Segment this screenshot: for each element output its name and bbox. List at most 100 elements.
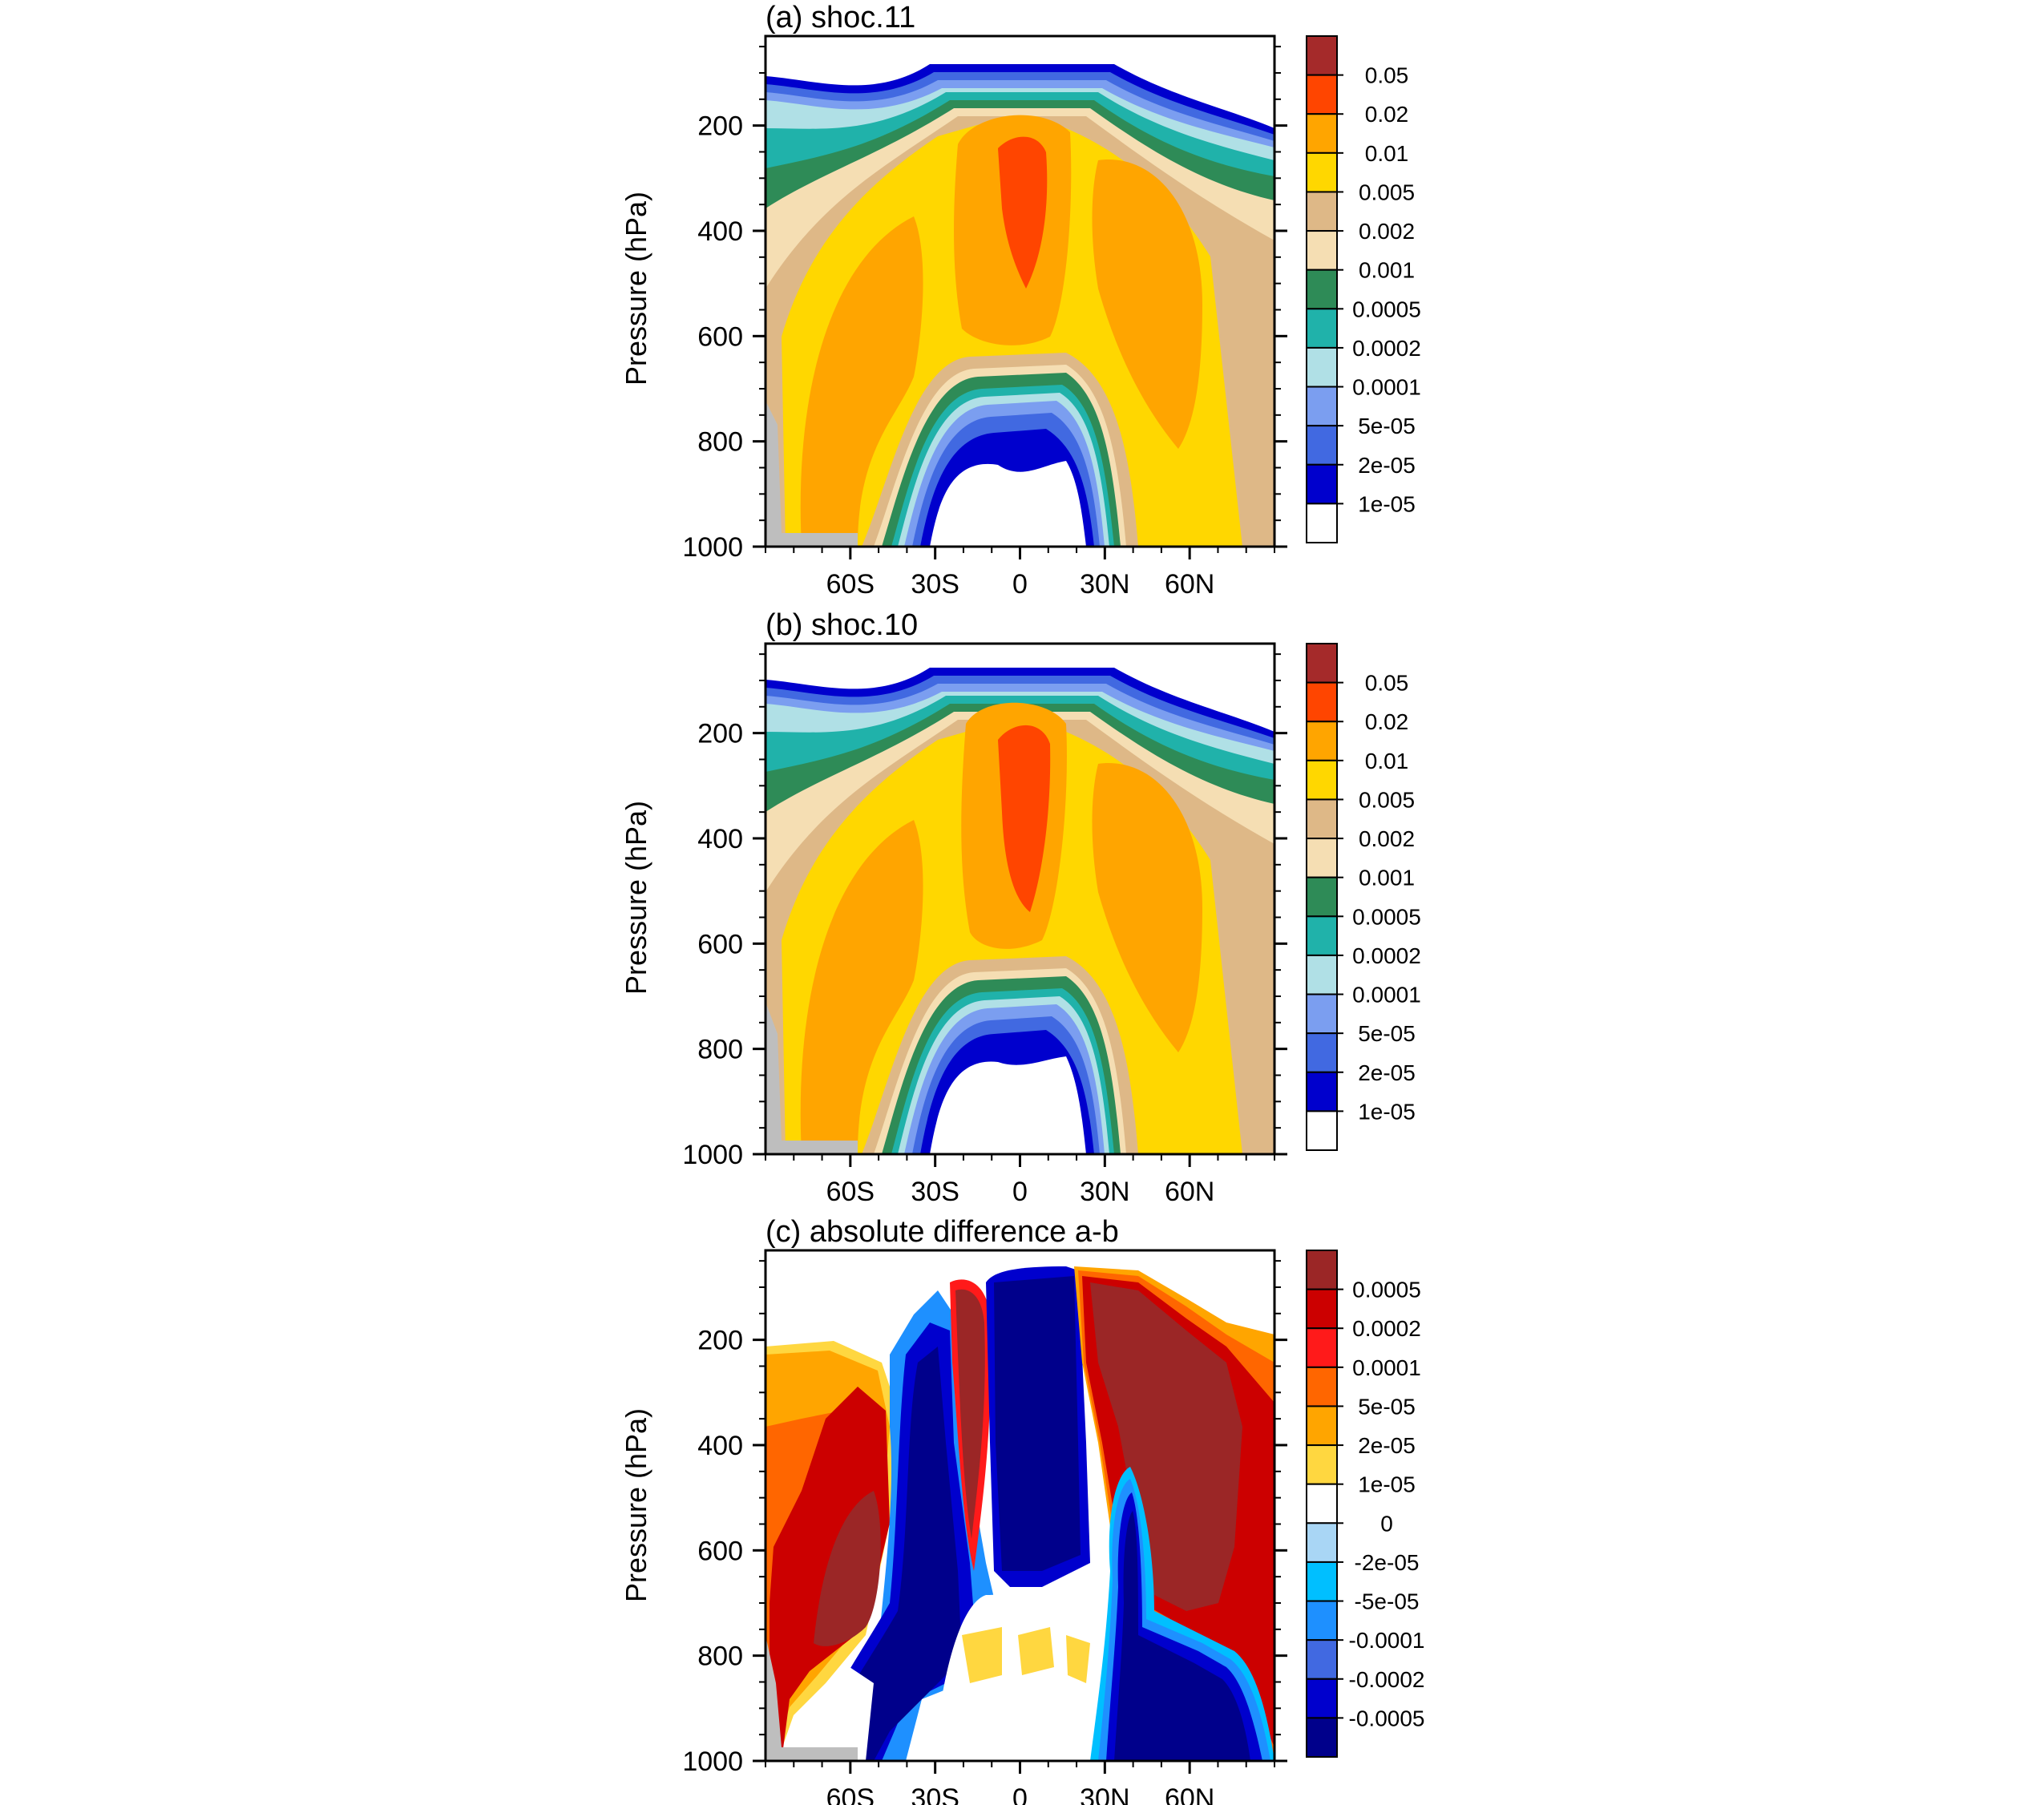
colorbar-box <box>1306 1327 1338 1368</box>
colorbar-label: 0.05 <box>1365 63 1409 88</box>
y-tick-label: 600 <box>697 1536 743 1566</box>
colorbar-label: 0.02 <box>1365 102 1409 127</box>
colorbar-label: -5e-05 <box>1355 1589 1420 1614</box>
x-tick-label: 30N <box>1080 569 1129 600</box>
colorbar-label: 2e-05 <box>1358 1433 1416 1458</box>
colorbar-label: 2e-05 <box>1358 453 1416 478</box>
colorbar-label: 0.0001 <box>1352 375 1421 400</box>
colorbar-box <box>1306 915 1338 956</box>
x-tick-label: 0 <box>1012 569 1028 600</box>
colorbar-label: 0.005 <box>1359 787 1415 812</box>
colorbar-label: 0.0002 <box>1352 336 1421 361</box>
panel-a-ticks: 200 400 600 800 1000 60S 30S 0 30N 60N <box>682 46 1287 600</box>
panel-b-ylabel: Pressure (hPa) <box>620 801 652 995</box>
colorbar-label: 2e-05 <box>1358 1060 1416 1085</box>
colorbar-box <box>1306 1639 1338 1680</box>
colorbar-box <box>1306 151 1338 193</box>
y-tick-label: 1000 <box>682 532 743 563</box>
panel-a-field <box>765 36 1274 547</box>
y-tick-label: 200 <box>697 719 743 749</box>
colorbar-box <box>1306 876 1338 918</box>
colorbar-box <box>1306 1522 1338 1563</box>
colorbar-box <box>1306 1600 1338 1641</box>
colorbar-box <box>1306 1483 1338 1524</box>
panel-b-colorbar: 0.05 0.02 0.01 0.005 0.002 0.001 0.0005 0.0002 0… <box>1306 643 1421 1152</box>
colorbar-label: -0.0005 <box>1349 1706 1425 1730</box>
colorbar-label: 0.0002 <box>1352 943 1421 968</box>
colorbar-box <box>1306 1110 1338 1152</box>
x-tick-label: 30S <box>911 1783 959 1805</box>
x-tick-label: 60S <box>826 569 875 600</box>
colorbar-label: 0.0005 <box>1352 904 1421 929</box>
panel-c-field <box>765 1250 1274 1761</box>
colorbar-box <box>1306 1288 1338 1330</box>
colorbar-box <box>1306 1717 1338 1758</box>
colorbar-label: -0.0002 <box>1349 1667 1425 1692</box>
panel-a-colorbar: 0.05 0.02 0.01 0.005 0.002 0.001 0.0005 0.0002 0… <box>1306 35 1421 544</box>
x-tick-label: 60N <box>1165 1177 1214 1207</box>
y-tick-label: 200 <box>697 1326 743 1356</box>
colorbar-box <box>1306 993 1338 1035</box>
x-tick-label: 0 <box>1012 1783 1028 1805</box>
colorbar-label: 0.005 <box>1359 180 1415 204</box>
x-tick-label: 30N <box>1080 1783 1129 1805</box>
colorbar-label: 1e-05 <box>1358 491 1416 516</box>
x-tick-label: 30S <box>911 569 959 600</box>
colorbar-box <box>1306 1561 1338 1602</box>
colorbar-box <box>1306 721 1338 761</box>
colorbar-box <box>1306 74 1338 115</box>
colorbar-box <box>1306 798 1338 840</box>
colorbar-label: 0.001 <box>1359 866 1415 890</box>
panel-b-ticks: 200 400 600 800 1000 60S 30S 0 30N 60N <box>682 653 1287 1207</box>
panel-a: (a) shoc.11 <box>620 1 1421 600</box>
colorbar-label: 5e-05 <box>1358 1021 1416 1046</box>
panel-c-colorbar: 0.0005 0.0002 0.0001 5e-05 2e-05 1e-05 0 -2e-05… <box>1306 1250 1425 1758</box>
colorbar-box <box>1306 1250 1338 1290</box>
colorbar-box <box>1306 1032 1338 1073</box>
colorbar-box <box>1306 386 1338 427</box>
colorbar-box <box>1306 759 1338 801</box>
panel-c-title: (c) absolute difference a-b <box>765 1215 1119 1249</box>
colorbar-box <box>1306 1405 1338 1447</box>
x-tick-label: 0 <box>1012 1177 1028 1207</box>
colorbar-box <box>1306 1366 1338 1407</box>
colorbar-label: 0.0002 <box>1352 1316 1421 1341</box>
colorbar-label: 0.0001 <box>1352 1355 1421 1380</box>
colorbar-box <box>1306 1071 1338 1112</box>
panel-b-field <box>765 644 1274 1154</box>
y-tick-label: 1000 <box>682 1746 743 1777</box>
colorbar-box <box>1306 503 1338 544</box>
colorbar-label: 5e-05 <box>1358 1394 1416 1419</box>
colorbar-label: 0.0005 <box>1352 297 1421 321</box>
y-tick-label: 400 <box>697 216 743 247</box>
colorbar-label: -2e-05 <box>1355 1550 1420 1575</box>
colorbar-box <box>1306 1444 1338 1485</box>
y-tick-label: 200 <box>697 111 743 142</box>
panel-b-title: (b) shoc.10 <box>765 608 918 642</box>
panel-c: (c) absolute difference a-b <box>620 1215 1424 1805</box>
panel-a-title: (a) shoc.11 <box>765 1 915 34</box>
colorbar-box <box>1306 308 1338 349</box>
colorbar-label: -0.0001 <box>1349 1628 1425 1653</box>
colorbar-label: 0.002 <box>1359 826 1415 851</box>
colorbar-box <box>1306 463 1338 505</box>
colorbar-label: 1e-05 <box>1358 1472 1416 1497</box>
y-tick-label: 600 <box>697 321 743 352</box>
x-tick-label: 60N <box>1165 1783 1214 1805</box>
y-tick-label: 400 <box>697 824 743 854</box>
colorbar-label: 0.001 <box>1359 258 1415 283</box>
y-tick-label: 800 <box>697 1641 743 1672</box>
colorbar-box <box>1306 269 1338 310</box>
colorbar-label: 0.0001 <box>1352 983 1421 1007</box>
colorbar-box <box>1306 346 1338 388</box>
panel-b: (b) shoc.10 P <box>620 608 1421 1207</box>
y-tick-label: 800 <box>697 427 743 458</box>
colorbar-label: 1e-05 <box>1358 1099 1416 1124</box>
x-tick-label: 60S <box>826 1177 875 1207</box>
colorbar-label: 0.02 <box>1365 709 1409 734</box>
colorbar-box <box>1306 191 1338 232</box>
colorbar-box <box>1306 230 1338 271</box>
y-tick-label: 1000 <box>682 1140 743 1170</box>
panel-a-ylabel: Pressure (hPa) <box>620 192 652 386</box>
